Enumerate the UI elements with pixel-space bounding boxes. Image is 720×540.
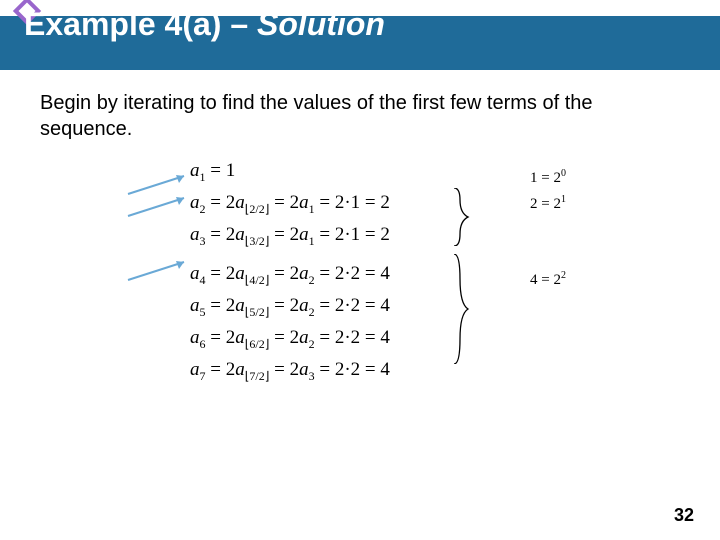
equation-row: a1 = 1 [190,160,650,185]
annotation: 1 = 20 [530,168,566,187]
equation-row: a5 = 2a⌊5/2⌋ = 2a2 = 2·2 = 4 [190,295,650,320]
equation-row: a7 = 2a⌊7/2⌋ = 2a3 = 2·2 = 4 [190,359,650,384]
equations-block: a1 = 1 a2 = 2a⌊2/2⌋ = 2a1 = 2·1 = 2 a3 =… [190,160,650,391]
title-suffix: Solution [257,6,385,42]
body-paragraph: Begin by iterating to find the values of… [40,90,680,142]
annotation: 2 = 21 [530,194,566,213]
arrow-icon [126,258,192,284]
equation-row: a2 = 2a⌊2/2⌋ = 2a1 = 2·1 = 2 [190,192,650,217]
equation-row: a3 = 2a⌊3/2⌋ = 2a1 = 2·1 = 2 [190,224,650,249]
arrow-icon [126,194,192,220]
page-title: Example 4(a) – Solution [24,6,385,43]
equation-row: a6 = 2a⌊6/2⌋ = 2a2 = 2·2 = 4 [190,327,650,352]
annotation: 4 = 22 [530,270,566,289]
bracket-icon [452,254,470,364]
page-number: 32 [674,505,694,526]
bracket-icon [452,188,470,246]
equation-row: a4 = 2a⌊4/2⌋ = 2a2 = 2·2 = 4 [190,263,650,288]
title-prefix: Example 4(a) – [24,6,257,42]
